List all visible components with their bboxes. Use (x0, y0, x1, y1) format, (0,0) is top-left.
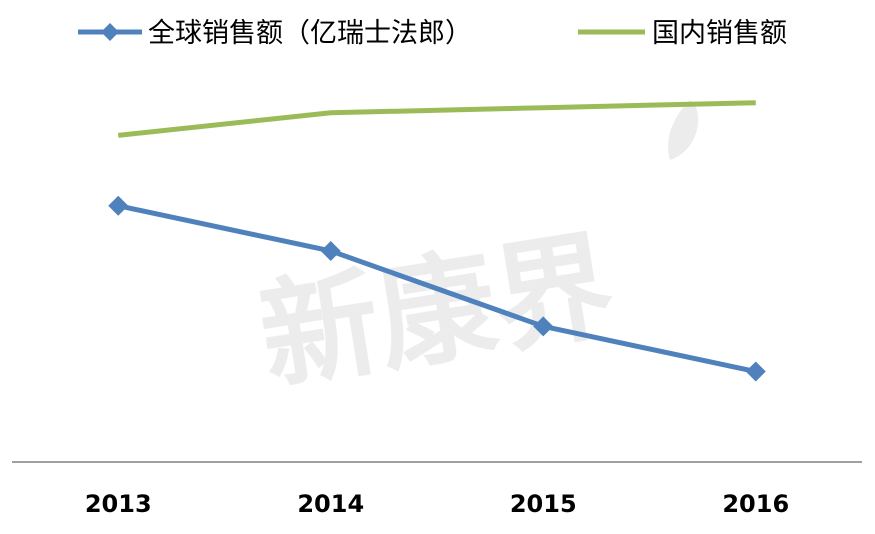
legend-diamond-icon (101, 23, 119, 41)
legend-item-global: 全球销售额（亿瑞士法郎） (78, 18, 472, 49)
legend: 全球销售额（亿瑞士法郎） 国内销售额 (78, 18, 787, 49)
watermark-logo: 新康界 (251, 100, 699, 407)
watermark-leaf-icon (668, 100, 699, 160)
legend-label-global: 全球销售额（亿瑞士法郎） (148, 18, 472, 49)
series-layer (108, 100, 766, 382)
data-point-marker (320, 240, 341, 261)
legend-item-domestic: 国内销售额 (578, 18, 787, 49)
x-axis-ticks: 2013 2014 2015 2016 (85, 490, 789, 518)
series-global (108, 195, 766, 382)
data-point-marker (108, 195, 129, 216)
x-tick-label: 2013 (85, 490, 152, 518)
data-point-marker (533, 316, 554, 337)
x-tick-label: 2015 (510, 490, 577, 518)
data-point-marker (745, 361, 766, 382)
legend-label-domestic: 国内销售额 (652, 18, 787, 49)
series-line (117, 203, 757, 374)
series-domestic (117, 100, 756, 138)
x-tick-label: 2016 (722, 490, 789, 518)
series-line (117, 100, 756, 138)
x-tick-label: 2014 (297, 490, 364, 518)
